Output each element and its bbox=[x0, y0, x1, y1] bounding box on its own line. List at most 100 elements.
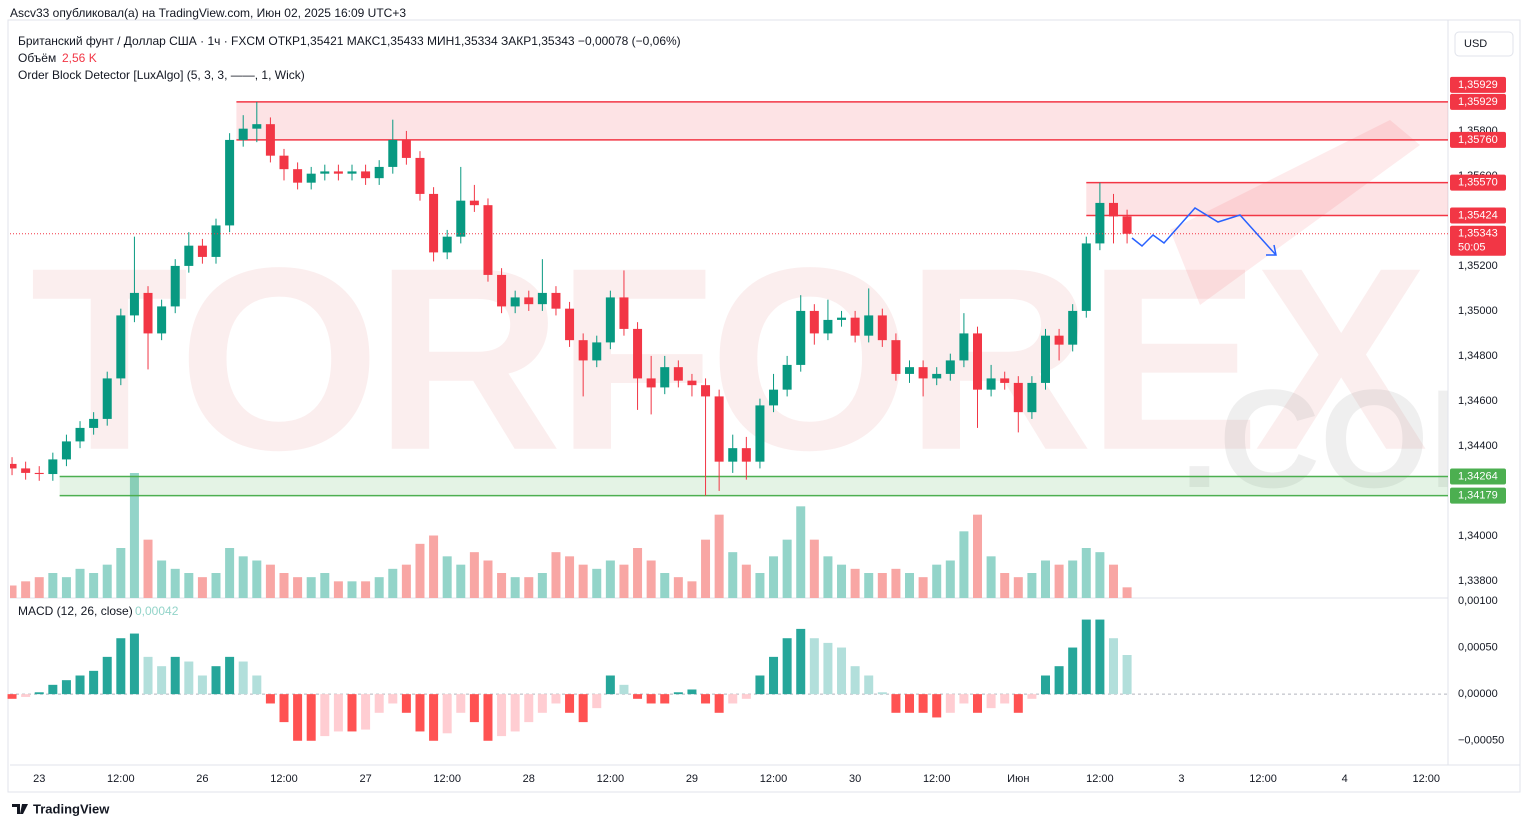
price-pill bbox=[1450, 207, 1506, 224]
macd-bar bbox=[687, 689, 697, 695]
volume-bar bbox=[1108, 564, 1118, 598]
currency-button[interactable] bbox=[1454, 31, 1514, 57]
candle-body bbox=[1122, 216, 1132, 234]
x-tick-label: 12:00 bbox=[270, 773, 298, 785]
y-tick-label: 1,34800 bbox=[1458, 350, 1498, 362]
volume-legend-value: 2,56 K bbox=[62, 51, 97, 65]
volume-bar bbox=[157, 560, 167, 598]
x-tick-label: 12:00 bbox=[923, 773, 951, 785]
indicator-legend: Order Block Detector [LuxAlgo] (5, 3, 3,… bbox=[18, 68, 305, 82]
macd-bar bbox=[429, 694, 439, 741]
x-tick-label: 12:00 bbox=[433, 773, 461, 785]
price-pill-label: 1,35424 bbox=[1458, 209, 1498, 221]
x-tick-label: 12:00 bbox=[1249, 773, 1277, 785]
candle-body bbox=[905, 367, 915, 374]
volume-bar bbox=[129, 473, 139, 598]
candle-body bbox=[973, 333, 983, 390]
volume-bar bbox=[279, 573, 289, 598]
volume-bar bbox=[116, 548, 126, 598]
macd-bar bbox=[537, 694, 547, 713]
y-tick-label: 1,34600 bbox=[1458, 395, 1498, 407]
volume-bar bbox=[605, 560, 615, 598]
macd-legend: MACD (12, 26, close) bbox=[18, 604, 133, 618]
candle-body bbox=[796, 310, 806, 365]
volume-bar bbox=[34, 577, 44, 598]
candle-body bbox=[265, 124, 275, 156]
macd-bar bbox=[483, 694, 493, 741]
candle-body bbox=[157, 306, 167, 334]
candle-body bbox=[728, 448, 738, 462]
macd-bar bbox=[986, 694, 996, 709]
candle-body bbox=[442, 236, 452, 253]
macd-bar bbox=[524, 694, 534, 723]
brand-name: TradingView bbox=[33, 801, 110, 816]
volume-bar bbox=[905, 573, 915, 598]
macd-bar bbox=[320, 694, 330, 737]
volume-bar bbox=[524, 577, 534, 598]
volume-bar bbox=[633, 548, 643, 598]
currency-label[interactable]: USD bbox=[1464, 38, 1487, 50]
macd-bar bbox=[1081, 619, 1091, 695]
order-block bbox=[1086, 182, 1448, 216]
macd-bar bbox=[157, 666, 167, 695]
macd-bar bbox=[388, 694, 398, 704]
candle-body bbox=[10, 463, 17, 469]
volume-bar bbox=[973, 514, 983, 598]
candle-body bbox=[918, 367, 928, 379]
volume-bar bbox=[1013, 577, 1023, 598]
volume-bar bbox=[592, 568, 602, 598]
macd-bar bbox=[1068, 647, 1078, 695]
macd-bar bbox=[129, 633, 139, 695]
candle-body bbox=[1068, 310, 1078, 345]
macd-bar bbox=[7, 694, 17, 699]
macd-bar bbox=[891, 694, 901, 713]
candle-body bbox=[714, 396, 724, 462]
macd-bar bbox=[741, 694, 751, 699]
volume-bar bbox=[687, 581, 697, 598]
candle-body bbox=[932, 373, 942, 379]
macd-bar bbox=[877, 692, 887, 695]
x-tick-label: 26 bbox=[196, 773, 208, 785]
macd-bar bbox=[633, 694, 643, 699]
macd-tick-label: 0,00050 bbox=[1458, 641, 1498, 653]
macd-bar bbox=[646, 694, 656, 704]
macd-bar bbox=[89, 670, 99, 695]
macd-bar bbox=[918, 694, 928, 713]
countdown-label: 50:05 bbox=[1458, 242, 1486, 254]
candle-body bbox=[565, 308, 575, 341]
candle-body bbox=[877, 315, 887, 341]
x-tick-label: 12:00 bbox=[107, 773, 135, 785]
volume-bar bbox=[769, 556, 779, 598]
macd-bar bbox=[945, 694, 955, 713]
price-pill bbox=[1450, 131, 1506, 148]
volume-bar bbox=[497, 573, 507, 598]
candle-body bbox=[673, 367, 683, 381]
candle-body bbox=[646, 378, 656, 388]
macd-bar bbox=[578, 694, 588, 723]
candle-body bbox=[374, 166, 384, 179]
macd-bar bbox=[415, 694, 425, 732]
candle-body bbox=[1108, 202, 1118, 217]
frame bbox=[7, 19, 1521, 793]
macd-bar bbox=[728, 694, 738, 704]
high-pill bbox=[1450, 76, 1506, 93]
candle-body bbox=[592, 342, 602, 361]
candle-body bbox=[320, 171, 330, 174]
candle-body bbox=[469, 200, 479, 206]
x-tick-label: 4 bbox=[1342, 773, 1348, 785]
macd-bar bbox=[510, 694, 520, 732]
candle-body bbox=[34, 472, 44, 475]
volume-bar bbox=[673, 577, 683, 598]
macd-bar bbox=[565, 694, 575, 713]
candle-body bbox=[823, 319, 833, 334]
volume-bar bbox=[442, 556, 452, 598]
macd-bar bbox=[1108, 638, 1118, 695]
macd-bar bbox=[252, 675, 262, 695]
macd-bar bbox=[401, 694, 411, 713]
volume-bar bbox=[415, 543, 425, 598]
candle-body bbox=[401, 139, 411, 158]
candle-body bbox=[116, 315, 126, 379]
macd-bar bbox=[333, 694, 343, 732]
volume-bar bbox=[374, 577, 384, 598]
